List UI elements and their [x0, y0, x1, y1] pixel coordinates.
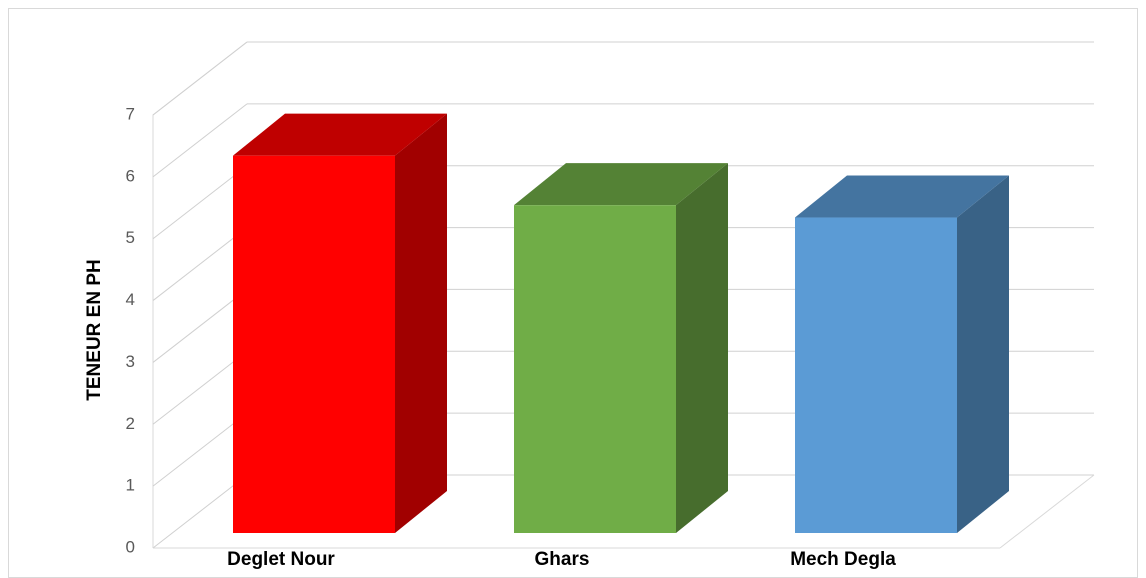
- side-grid-line: [152, 227, 248, 301]
- y-tick-label: 1: [126, 476, 135, 495]
- bar: [795, 217, 957, 533]
- y-tick-label: 3: [126, 352, 135, 371]
- side-grid-line: [152, 41, 248, 116]
- side-grid-line: [152, 412, 248, 487]
- x-tick-label: Mech Degla: [790, 549, 896, 570]
- bar: [233, 155, 395, 533]
- side-grid-line: [152, 474, 248, 549]
- y-tick-label: 6: [126, 166, 135, 185]
- y-tick-label: 2: [126, 414, 135, 433]
- floor-back: [999, 474, 1095, 549]
- y-tick-label: 5: [126, 228, 135, 247]
- side-grid-line: [152, 289, 248, 363]
- y-tick-label: 4: [126, 290, 135, 309]
- side-grid-line: [152, 350, 248, 425]
- bar-top: [795, 175, 1009, 218]
- y-tick-label: 0: [126, 537, 135, 556]
- bar-side: [676, 163, 728, 533]
- side-grid-line: [152, 103, 248, 178]
- bar-top: [233, 113, 447, 156]
- bar: [514, 205, 676, 533]
- y-tick-label: 7: [126, 104, 135, 123]
- bar-top: [514, 163, 728, 206]
- x-tick-label: Deglet Nour: [227, 549, 335, 570]
- x-tick-label: Ghars: [535, 549, 590, 570]
- bar-side: [957, 175, 1009, 533]
- y-axis-label: TENEUR EN PH: [84, 259, 105, 400]
- side-grid-line: [152, 165, 248, 240]
- bar-side: [395, 113, 447, 534]
